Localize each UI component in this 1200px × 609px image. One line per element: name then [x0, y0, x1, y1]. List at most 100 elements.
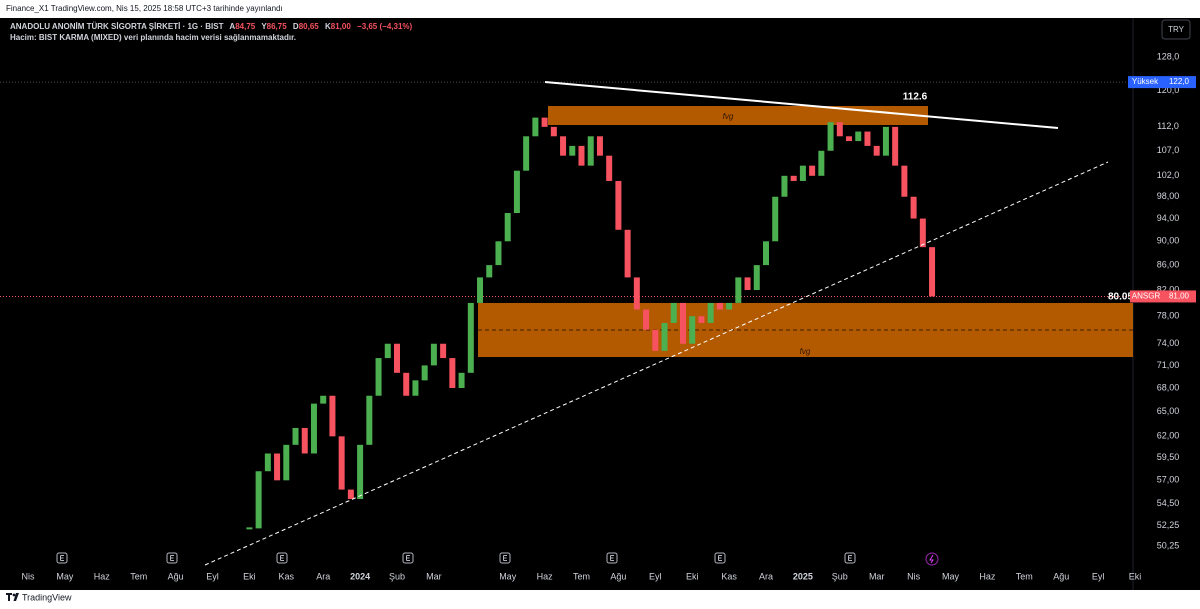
level-label: 80.05 — [1108, 292, 1133, 303]
candle — [716, 302, 723, 310]
x-tick-label: Kas — [279, 571, 295, 581]
candle — [449, 358, 456, 388]
candle — [338, 436, 345, 490]
candle — [855, 131, 862, 142]
candle — [606, 155, 613, 181]
candle — [919, 218, 926, 248]
candle — [504, 213, 511, 242]
symbol-tag-bg — [1130, 290, 1162, 303]
level-label: 112.6 — [903, 92, 928, 103]
candle — [910, 196, 917, 219]
y-tick-label: 52,25 — [1157, 520, 1180, 530]
candle — [523, 136, 530, 171]
y-tick-label: 82,00 — [1157, 284, 1180, 294]
x-tick-label: Ağu — [168, 571, 184, 581]
candle — [735, 277, 742, 303]
y-tick-label: 65,00 — [1157, 406, 1180, 416]
x-tick-label: 2025 — [793, 571, 813, 581]
candle — [846, 136, 853, 142]
candle — [246, 527, 253, 530]
x-tick-label: 2024 — [350, 571, 370, 581]
fvg-zone — [478, 303, 1133, 357]
resistance-trendline — [544, 81, 1059, 129]
x-tick-label: May — [942, 571, 960, 581]
candle — [901, 165, 908, 197]
ohlc-value: 80,65 — [299, 22, 320, 31]
brand-logo — [6, 593, 19, 601]
candle — [569, 145, 576, 156]
candle — [467, 302, 474, 373]
y-tick-label: 68,00 — [1157, 382, 1180, 392]
y-tick-label: 120,0 — [1157, 85, 1180, 95]
currency-button[interactable] — [1161, 19, 1191, 40]
last-price-bg — [1162, 290, 1196, 303]
y-tick-label: 71,00 — [1157, 360, 1180, 370]
x-tick-label: Kas — [721, 571, 737, 581]
x-tick-label: Şub — [832, 571, 848, 581]
earnings-icon[interactable] — [402, 552, 414, 564]
symbol-tag: ANSGR — [1132, 292, 1161, 301]
candle — [596, 136, 603, 156]
x-tick-label: Eki — [686, 571, 699, 581]
earnings-icon[interactable] — [844, 552, 856, 564]
candle — [495, 241, 502, 266]
candle — [624, 229, 631, 278]
y-tick-label: 50,25 — [1157, 541, 1180, 551]
support-trendline — [204, 161, 1109, 566]
ohlc-key: A — [229, 22, 235, 31]
x-tick-label: Eyl — [1092, 571, 1105, 581]
candle — [532, 117, 539, 137]
candle — [809, 165, 816, 176]
candle — [587, 136, 594, 166]
earnings-icon[interactable] — [499, 552, 511, 564]
high-price-bg — [1162, 76, 1196, 89]
y-tick-label: 54,50 — [1157, 498, 1180, 508]
candle — [864, 131, 871, 146]
candle — [772, 196, 779, 242]
earnings-icon[interactable] — [606, 552, 618, 564]
fvg-zone — [548, 106, 928, 125]
candle — [394, 343, 400, 373]
x-tick-label: Eyl — [206, 571, 219, 581]
event-icons — [56, 552, 856, 564]
candle — [873, 145, 880, 156]
candle — [799, 165, 806, 181]
earnings-icon[interactable] — [56, 552, 68, 564]
dividend-icon[interactable] — [925, 552, 939, 566]
zone-label: fvg — [800, 347, 811, 356]
currency[interactable]: TRY — [1168, 25, 1185, 34]
y-tick-label: 90,00 — [1157, 236, 1180, 246]
ohlc-key: D — [293, 22, 299, 31]
candle — [486, 265, 493, 278]
high-price: 122,0 — [1169, 77, 1190, 86]
y-tick-label: 107,0 — [1157, 145, 1180, 155]
x-tick-label: Şub — [389, 571, 405, 581]
candle — [264, 453, 271, 472]
candle — [255, 471, 262, 529]
x-tick-label: Nis — [907, 571, 920, 581]
candle — [615, 180, 622, 230]
x-tick-label: May — [499, 571, 517, 581]
candle — [836, 122, 843, 137]
earnings-icon[interactable] — [166, 552, 178, 564]
candle — [744, 277, 751, 291]
candle — [781, 175, 788, 197]
candle — [329, 395, 336, 437]
high-tag-bg — [1128, 76, 1162, 89]
ohlc-key: K — [325, 22, 331, 31]
x-tick-label: Haz — [94, 571, 111, 581]
y-tick-label: 94,00 — [1157, 213, 1180, 223]
ohlc-value: 84,75 — [235, 22, 256, 31]
candle — [763, 241, 769, 266]
x-tick-label: Eki — [1129, 571, 1142, 581]
x-tick-label: Ağu — [1053, 571, 1069, 581]
x-tick-label: May — [56, 571, 74, 581]
candle — [375, 358, 382, 396]
published-note: Finance_X1 TradingView.com, Nis 15, 2025… — [6, 4, 283, 13]
candle — [320, 395, 327, 404]
earnings-icon[interactable] — [276, 552, 288, 564]
candle — [892, 126, 899, 166]
x-tick-label: Ara — [759, 571, 773, 581]
earnings-icon[interactable] — [714, 552, 726, 564]
